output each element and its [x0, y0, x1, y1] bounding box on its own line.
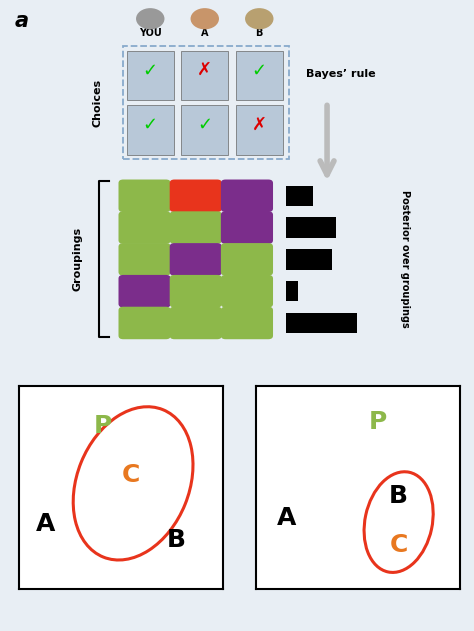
Bar [286, 186, 313, 206]
Text: ✓: ✓ [143, 116, 158, 134]
FancyBboxPatch shape [118, 307, 171, 339]
Text: ✓: ✓ [197, 116, 212, 134]
Text: ✓: ✓ [252, 61, 267, 80]
FancyBboxPatch shape [170, 243, 222, 276]
Circle shape [191, 8, 219, 29]
Text: B: B [389, 483, 408, 507]
Text: ✓: ✓ [143, 61, 158, 80]
Text: YOU: YOU [139, 28, 162, 38]
Bar [127, 50, 174, 100]
Text: a: a [14, 11, 28, 30]
Circle shape [136, 8, 164, 29]
Text: B: B [166, 528, 185, 553]
FancyBboxPatch shape [170, 211, 222, 244]
Text: C: C [390, 533, 408, 557]
FancyBboxPatch shape [221, 211, 273, 244]
Bar [123, 46, 289, 159]
FancyBboxPatch shape [221, 275, 273, 307]
Bar [286, 313, 357, 333]
Text: ✗: ✗ [197, 61, 212, 80]
Text: ✗: ✗ [252, 116, 267, 134]
Text: Groupings: Groupings [72, 227, 82, 292]
Bar [127, 105, 174, 155]
FancyBboxPatch shape [221, 307, 273, 339]
Text: Bayes’ rule: Bayes’ rule [306, 69, 375, 80]
Bar [181, 50, 228, 100]
Circle shape [245, 8, 273, 29]
Bar [236, 50, 283, 100]
FancyBboxPatch shape [118, 275, 171, 307]
Text: A: A [201, 28, 209, 38]
Text: A: A [36, 512, 55, 536]
Bar [286, 281, 298, 302]
Text: A: A [277, 506, 296, 530]
Text: B: B [255, 28, 263, 38]
Bar [286, 249, 332, 269]
FancyBboxPatch shape [221, 243, 273, 276]
FancyBboxPatch shape [170, 307, 222, 339]
FancyBboxPatch shape [221, 179, 273, 212]
Bar [286, 218, 336, 238]
Bar [236, 105, 283, 155]
FancyBboxPatch shape [118, 243, 171, 276]
Text: Posterior over groupings: Posterior over groupings [400, 191, 410, 328]
Text: C: C [122, 463, 140, 487]
Text: P: P [369, 410, 387, 434]
FancyBboxPatch shape [170, 179, 222, 212]
Bar [181, 105, 228, 155]
FancyBboxPatch shape [118, 211, 171, 244]
FancyArrowPatch shape [320, 105, 334, 175]
Text: Choices: Choices [92, 78, 102, 127]
Text: P: P [93, 415, 112, 439]
FancyBboxPatch shape [170, 275, 222, 307]
FancyBboxPatch shape [118, 179, 171, 212]
